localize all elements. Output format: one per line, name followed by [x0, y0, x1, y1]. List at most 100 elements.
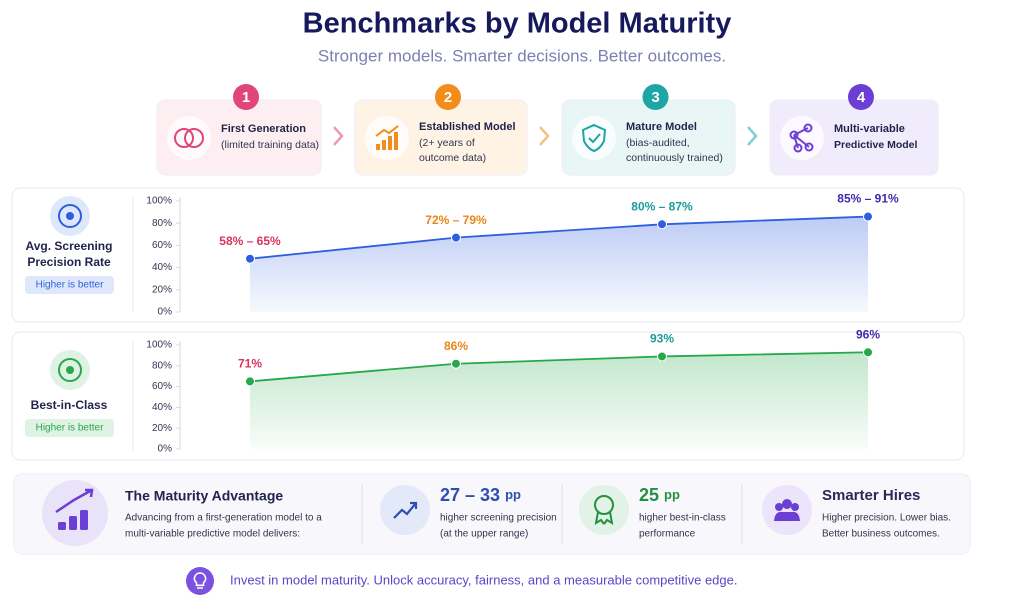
footer-icon-bg — [186, 567, 214, 595]
stat-icon-bg — [579, 485, 629, 535]
y-tick-label: 100% — [146, 196, 172, 207]
stage-detail: Predictive Model — [834, 139, 918, 151]
stat-text: Better business outcomes. — [822, 529, 940, 540]
stat-value: 27 – 33 pp — [440, 485, 521, 505]
point — [863, 211, 873, 222]
stat-icon — [393, 501, 418, 519]
stat-icon — [775, 503, 783, 511]
y-tick-label: 100% — [146, 340, 172, 351]
subtitle: Stronger models. Smarter decisions. Bett… — [318, 46, 726, 65]
stage-number: 3 — [651, 89, 659, 106]
point-label: 58% – 65% — [219, 234, 281, 248]
icon-part — [793, 143, 803, 153]
stat-icon — [594, 495, 614, 515]
stage-arrow — [747, 126, 758, 146]
stat-icon — [774, 511, 800, 521]
stat-icon — [594, 511, 614, 525]
stage-number-badge — [848, 84, 874, 110]
stage-icon — [789, 123, 814, 153]
y-tick-label: 80% — [152, 218, 172, 229]
stat-icon — [791, 503, 799, 511]
point — [451, 232, 461, 243]
icon-part — [803, 123, 813, 133]
y-tick-label: 60% — [152, 240, 172, 251]
y-tick-label: 0% — [158, 444, 173, 455]
stage-icon-bg — [572, 116, 616, 160]
metric-title: Avg. Screening — [26, 239, 113, 253]
line — [249, 351, 869, 383]
stat-value: Smarter Hires — [822, 487, 920, 504]
area — [250, 216, 868, 312]
y-tick-label: 60% — [152, 381, 172, 392]
summary-icon — [58, 522, 66, 530]
icon-part — [588, 133, 601, 144]
metric-icon — [58, 358, 82, 382]
y-tick-label: 20% — [152, 423, 172, 434]
point — [657, 219, 667, 230]
metric-title: Best-in-Class — [31, 398, 108, 412]
title: Benchmarks by Model Maturity — [303, 8, 732, 40]
stat-unit: pp — [664, 487, 680, 502]
stat-text: higher best-in-class — [639, 513, 726, 524]
y-tick-label: 20% — [152, 284, 172, 295]
stage-icon-bg — [167, 116, 211, 160]
stage-number-badge — [435, 84, 461, 110]
point — [863, 347, 873, 358]
icon-part — [174, 128, 194, 148]
stat-icon — [782, 499, 792, 509]
y-tick-label: 80% — [152, 360, 172, 371]
badge-bg — [25, 276, 114, 294]
point — [245, 376, 255, 387]
metric-icon — [66, 366, 74, 374]
stage-name: First Generation — [221, 123, 306, 135]
stage-number: 1 — [242, 89, 250, 106]
icon-part — [184, 128, 204, 148]
stat-unit: pp — [505, 487, 521, 502]
stat-text: Higher precision. Lower bias. — [822, 513, 951, 524]
stat-number: 25 — [639, 485, 659, 505]
metric-icon — [58, 204, 82, 228]
area — [250, 352, 868, 449]
summary-icon — [55, 488, 94, 514]
stat-icon-bg — [762, 485, 812, 535]
stat-value: 25 pp — [639, 485, 680, 505]
icon-part — [376, 144, 380, 150]
icon-part — [804, 142, 814, 152]
badge-bg — [25, 419, 114, 437]
point-label: 72% – 79% — [425, 213, 487, 227]
icon-part — [388, 136, 392, 150]
stage-arrow — [333, 126, 344, 146]
point-label: 93% — [650, 332, 674, 346]
point — [657, 351, 667, 362]
stage-number: 4 — [857, 89, 866, 106]
summary-text: Advancing from a first-generation model … — [125, 513, 322, 524]
point-label: 86% — [444, 339, 468, 353]
badge: Higher is better — [36, 423, 104, 434]
summary-icon — [69, 516, 77, 530]
metric-title: Precision Rate — [27, 255, 111, 269]
summary-panel — [13, 473, 971, 555]
stage-number: 2 — [444, 89, 452, 106]
summary-title: The Maturity Advantage — [125, 488, 283, 504]
stage-detail: continuously trained) — [626, 152, 723, 164]
point — [245, 253, 255, 264]
stage-number-badge — [233, 84, 259, 110]
icon-part — [382, 140, 386, 150]
stat-icon-bg — [380, 485, 430, 535]
line — [249, 215, 869, 260]
point-label: 80% – 87% — [631, 199, 693, 213]
stage-detail: outcome data) — [419, 152, 486, 164]
metric-icon — [66, 212, 74, 220]
stage-icon — [174, 128, 204, 148]
y-tick-label: 40% — [152, 262, 172, 273]
summary-icon — [80, 510, 88, 530]
stage-arrow — [539, 126, 550, 146]
point — [451, 358, 461, 369]
stage-number-badge — [642, 84, 669, 110]
y-tick-label: 40% — [152, 402, 172, 413]
stat-text: performance — [639, 529, 696, 540]
icon-part — [789, 130, 799, 140]
point-label: 71% — [238, 357, 262, 371]
summary-icon-bg — [42, 480, 108, 546]
